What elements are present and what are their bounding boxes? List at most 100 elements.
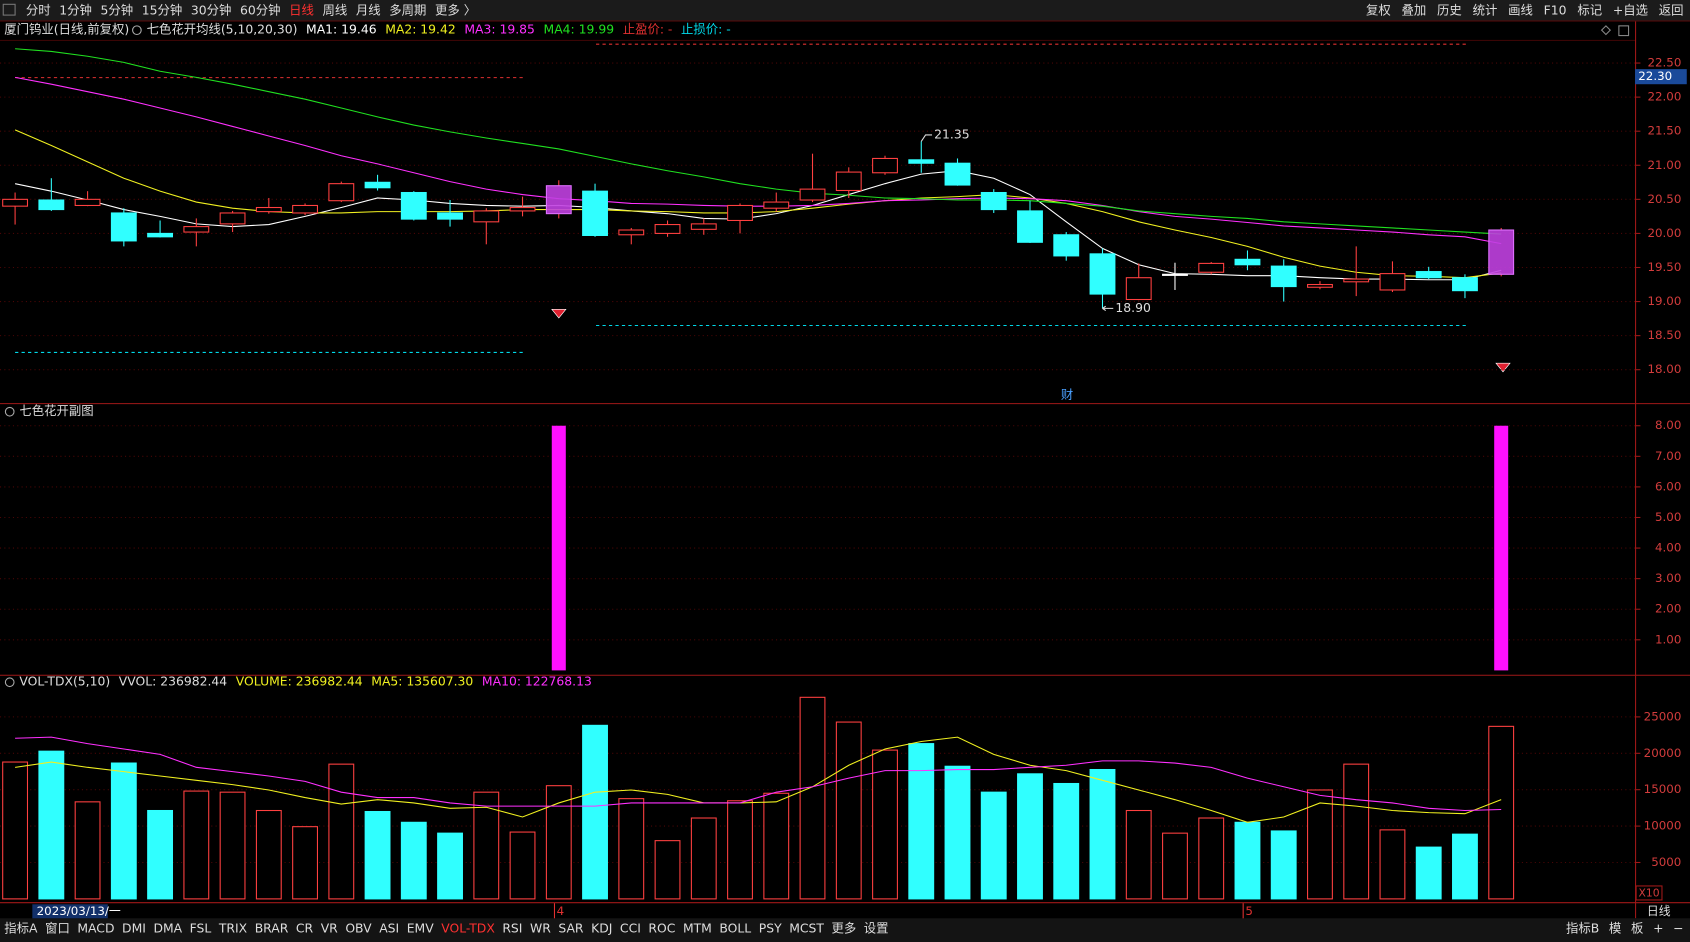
indicator-tab[interactable]: 窗口 bbox=[45, 921, 70, 936]
volume-bar bbox=[509, 831, 536, 900]
indicator-icon[interactable] bbox=[4, 406, 15, 417]
ma-line bbox=[15, 736, 1502, 812]
indicator-tab[interactable]: PSY bbox=[759, 921, 782, 936]
tool-button[interactable]: 画线 bbox=[1508, 2, 1533, 17]
tool-button[interactable]: 复权 bbox=[1366, 2, 1391, 17]
period-tab[interactable]: 60分钟 bbox=[240, 2, 280, 17]
indicator-tab[interactable]: ROC bbox=[648, 921, 675, 936]
y-tick-label: 20.50 bbox=[1647, 192, 1681, 206]
candle-body bbox=[690, 223, 717, 230]
indicator-tab[interactable]: 指标B bbox=[1566, 921, 1599, 936]
menu-icon[interactable] bbox=[2, 3, 16, 16]
legend-item: 七色花开副图 bbox=[19, 403, 93, 418]
volume-bar bbox=[1270, 830, 1297, 900]
indicator-tab[interactable]: BOLL bbox=[719, 921, 751, 936]
indicator-tab[interactable]: 指标A bbox=[4, 921, 38, 936]
max-label: 21.35 bbox=[934, 126, 969, 141]
indicator-tab[interactable]: KDJ bbox=[591, 921, 612, 936]
volume-bar bbox=[183, 790, 210, 900]
indicator-tab[interactable]: TRIX bbox=[218, 921, 248, 936]
indicator-tab[interactable]: CCI bbox=[620, 921, 641, 936]
indicator-tab[interactable]: 模 bbox=[1609, 921, 1621, 936]
volume-bar bbox=[944, 765, 971, 900]
volume-bar bbox=[1415, 846, 1442, 900]
tool-icon[interactable] bbox=[1618, 25, 1630, 37]
candle-body bbox=[1270, 265, 1297, 288]
period-tab[interactable]: 30分钟 bbox=[191, 2, 232, 17]
indicator-tab[interactable]: BRAR bbox=[255, 921, 289, 936]
volume-bar bbox=[872, 749, 898, 900]
tool-button[interactable]: 历史 bbox=[1437, 2, 1462, 17]
indicator-icon[interactable] bbox=[132, 25, 142, 36]
candle-body bbox=[799, 188, 826, 201]
indicator-tab[interactable]: + bbox=[1653, 921, 1663, 936]
volume-bar bbox=[364, 810, 391, 900]
indicator-tab[interactable]: VOL-TDX bbox=[441, 921, 495, 936]
indicator-tab[interactable]: CR bbox=[296, 921, 314, 936]
period-tab[interactable]: 月线 bbox=[356, 2, 381, 17]
indicator-tab[interactable]: DMA bbox=[153, 921, 182, 936]
period-tab[interactable]: 周线 bbox=[323, 2, 348, 17]
ma-line bbox=[14, 76, 1502, 245]
finance-marker[interactable]: 财 bbox=[1061, 387, 1073, 402]
candle-body bbox=[328, 183, 355, 202]
legend-item: MA3: 19.85 bbox=[464, 22, 535, 37]
tool-button[interactable]: 叠加 bbox=[1401, 2, 1426, 17]
volume-bar bbox=[2, 761, 29, 900]
indicator-tab[interactable]: MTM bbox=[683, 921, 712, 936]
indicator-tab[interactable]: OBV bbox=[345, 921, 372, 936]
candle-body bbox=[219, 212, 246, 225]
tool-button[interactable]: 标记 bbox=[1577, 2, 1602, 17]
candle-body bbox=[364, 181, 391, 189]
candle-body bbox=[835, 171, 862, 192]
indicator-tab[interactable]: 板 bbox=[1631, 921, 1643, 936]
candle-body bbox=[727, 204, 753, 222]
volume-bar bbox=[1053, 782, 1080, 900]
candle-body bbox=[1379, 273, 1406, 291]
indicator-tab[interactable]: DMI bbox=[122, 921, 146, 936]
y-tick-label: 25000 bbox=[1644, 709, 1682, 723]
volume-bar bbox=[1198, 817, 1225, 900]
indicator-tab[interactable]: EMV bbox=[407, 921, 434, 936]
legend-item: VOL-TDX(5,10) bbox=[19, 674, 110, 689]
indicator-tab[interactable]: RSI bbox=[502, 921, 522, 936]
candle-body bbox=[1488, 229, 1515, 275]
period-tab[interactable]: 15分钟 bbox=[142, 2, 183, 17]
volume-bar bbox=[74, 801, 101, 900]
y-tick-label: 21.00 bbox=[1647, 158, 1681, 172]
volume-bar bbox=[799, 696, 826, 900]
tool-button[interactable]: 统计 bbox=[1473, 2, 1498, 17]
period-tab[interactable]: 更多 〉 bbox=[435, 2, 476, 17]
period-tab[interactable]: 1分钟 bbox=[59, 2, 92, 17]
volume-bar bbox=[1452, 833, 1478, 900]
candle-body bbox=[1307, 283, 1333, 288]
indicator-tab[interactable]: FSL bbox=[190, 921, 212, 936]
candle-body bbox=[110, 212, 137, 242]
indicator-tab[interactable]: 设置 bbox=[864, 921, 889, 936]
period-tab[interactable]: 日线 bbox=[289, 2, 314, 17]
candle-body bbox=[1017, 210, 1043, 243]
cursor-price-label: 22.30 bbox=[1638, 69, 1672, 83]
period-tab[interactable]: 多周期 bbox=[389, 2, 426, 17]
y-tick-label: 21.50 bbox=[1647, 124, 1681, 138]
indicator-tab[interactable]: VR bbox=[321, 921, 338, 936]
indicator-tab[interactable]: − bbox=[1673, 921, 1683, 936]
tool-button[interactable]: +自选 bbox=[1613, 2, 1648, 17]
tool-button[interactable]: F10 bbox=[1544, 2, 1567, 17]
tool-button[interactable]: 返回 bbox=[1659, 2, 1684, 17]
indicator-tab[interactable]: WR bbox=[530, 921, 551, 936]
indicator-tab[interactable]: MCST bbox=[789, 921, 824, 936]
candle-body bbox=[1162, 273, 1188, 276]
indicator-icon[interactable] bbox=[4, 677, 15, 688]
indicator-tab[interactable]: ASI bbox=[379, 921, 399, 936]
period-tab[interactable]: 分时 bbox=[26, 2, 51, 17]
y-tick-label: 4.00 bbox=[1655, 541, 1681, 555]
indicator-tab[interactable]: 更多 bbox=[831, 921, 856, 936]
legend-item: MA1: 19.46 bbox=[306, 22, 377, 37]
period-tab[interactable]: 5分钟 bbox=[101, 2, 134, 17]
indicator-tab[interactable]: SAR bbox=[558, 921, 584, 936]
indicator-tab[interactable]: MACD bbox=[77, 921, 114, 936]
tool-icon[interactable] bbox=[1600, 25, 1612, 36]
candle-body bbox=[1198, 262, 1225, 273]
